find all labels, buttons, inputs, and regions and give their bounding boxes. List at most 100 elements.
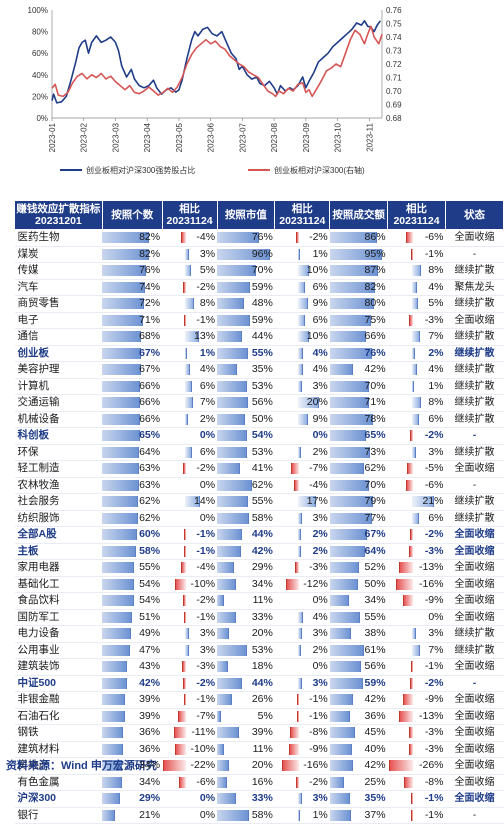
change-cell: -7% [274, 460, 330, 478]
change-cell: 9% [274, 411, 330, 428]
change-cell: 2% [274, 543, 330, 560]
table-row: 纺织服饰 62% 0% 58% 3% 77% 6% 继续扩散 [14, 510, 504, 527]
change-bar [295, 776, 299, 788]
status-cell: 继续扩散 [445, 444, 504, 461]
change-cell: -1% [274, 691, 330, 709]
change-text: -1% [196, 610, 216, 623]
value-text: 53% [251, 445, 273, 458]
status-cell: 继续扩散 [445, 510, 504, 527]
value-bar [217, 545, 241, 557]
status-cell: - [445, 427, 504, 445]
status-cell: 继续扩散 [445, 328, 504, 346]
change-cell: -11% [162, 724, 218, 742]
value-bar [329, 298, 374, 310]
value-text: 71% [139, 313, 161, 326]
value-text: 11% [252, 742, 273, 755]
value-cell: 21% [102, 807, 163, 824]
value-text: 44% [251, 528, 273, 541]
change-bar [185, 380, 193, 392]
change-text: 7% [199, 396, 216, 409]
value-text: 67% [364, 528, 386, 541]
header-cell-6: 相比 20231124 [387, 200, 446, 230]
change-text: -11% [191, 726, 216, 739]
change-text: 3% [312, 792, 328, 805]
value-text: 43% [139, 660, 161, 673]
change-text: -1% [196, 313, 216, 326]
change-text: 3% [312, 676, 328, 689]
value-bar [102, 743, 124, 755]
change-cell: 4% [387, 279, 446, 296]
value-cell: 78% [329, 411, 388, 428]
x-tick-label: 2023-04 [143, 122, 152, 152]
change-cell: -2% [274, 774, 330, 791]
value-cell: 72% [102, 295, 163, 313]
change-cell: 8% [387, 262, 446, 280]
change-cell: 3% [274, 378, 330, 395]
change-cell: 2% [274, 526, 330, 544]
change-bar [411, 380, 414, 392]
value-text: 41% [251, 462, 273, 475]
status-cell: 继续扩散 [445, 493, 504, 511]
row-name: 创业板 [14, 345, 103, 362]
change-bar [411, 413, 419, 425]
change-cell: 3% [274, 510, 330, 527]
change-text: 10% [306, 330, 328, 343]
value-bar [217, 512, 250, 524]
value-text: 53% [251, 643, 273, 656]
value-bar [329, 281, 376, 293]
value-cell: 58% [217, 510, 275, 527]
value-cell: 86% [329, 229, 388, 247]
change-text: -4% [196, 561, 216, 574]
change-cell: 0% [162, 427, 218, 445]
status-cell: - [445, 807, 504, 824]
change-bar [297, 677, 302, 689]
value-text: 38% [364, 627, 386, 640]
row-name: 石油石化 [14, 708, 103, 725]
change-cell: 2% [162, 411, 218, 428]
change-text: 0% [428, 610, 444, 623]
x-tick-label: 2023-06 [207, 122, 216, 152]
table-row: 基础化工 54% -10% 34% -12% 50% -16% 全面收缩 [14, 576, 504, 593]
value-bar [102, 578, 134, 590]
change-cell: -1% [274, 708, 330, 725]
change-cell: -1% [387, 658, 446, 676]
row-name: 科创板 [14, 427, 103, 445]
value-bar [217, 743, 224, 755]
change-bar [293, 479, 299, 491]
value-bar [329, 628, 352, 640]
table-row: 非银金融 39% -1% 26% -1% 42% -9% 全面收缩 [14, 691, 504, 709]
value-bar [217, 446, 247, 458]
change-text: -10% [190, 742, 216, 755]
header-cell-7: 状态 [445, 200, 504, 230]
change-bar [411, 628, 416, 640]
change-cell: 13% [162, 328, 218, 346]
value-bar [102, 776, 123, 788]
value-text: 56% [364, 660, 386, 673]
value-cell: 41% [217, 460, 275, 478]
change-bar [411, 496, 434, 508]
table-row: 沪深300 29% 0% 33% 3% 35% -1% 全面收缩 [14, 790, 504, 808]
value-cell: 59% [329, 675, 388, 692]
value-bar [102, 611, 132, 623]
value-cell: 55% [102, 559, 163, 577]
value-text: 77% [364, 511, 386, 524]
table-row: 全部A股 60% -1% 44% 2% 67% -2% 全面收缩 [14, 526, 504, 544]
value-bar [329, 661, 362, 673]
value-cell: 96% [217, 246, 275, 263]
value-text: 36% [139, 726, 161, 739]
source-note: 资料来源：Wind 申万宏源研究 [6, 760, 157, 772]
y-left-tick-label: 100% [28, 6, 48, 15]
change-bar [184, 545, 187, 557]
value-bar [217, 397, 249, 409]
change-cell: -3% [162, 658, 218, 676]
value-bar [217, 611, 236, 623]
status-cell: 继续扩散 [445, 625, 504, 643]
header-cell-0: 赚钱效应扩散指标 20231201 [14, 200, 103, 230]
change-text: 4% [312, 610, 328, 623]
change-text: 0% [199, 429, 216, 442]
change-bar [185, 644, 190, 656]
change-cell: 7% [387, 328, 446, 346]
value-bar [217, 710, 221, 722]
change-bar [297, 512, 302, 524]
change-bar [185, 628, 190, 640]
